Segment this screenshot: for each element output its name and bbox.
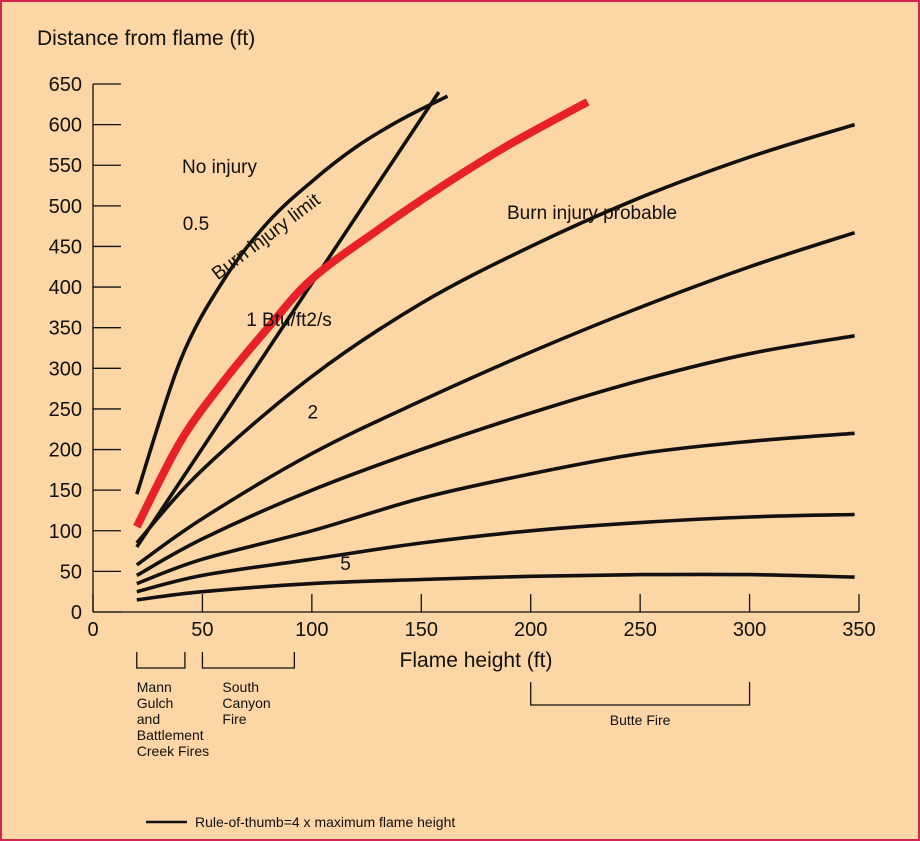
x-axis-title: Flame height (ft) [400, 649, 553, 672]
flux-5-label: 5 [340, 554, 351, 575]
x-tick-label: 250 [623, 619, 656, 641]
y-tick-label: 200 [49, 440, 82, 462]
y-tick-label: 450 [49, 236, 82, 258]
x-tick-label: 350 [842, 619, 875, 641]
burn-injury-limit-label: Burn injury limit [208, 189, 325, 284]
y-tick-label: 600 [49, 115, 82, 137]
y-axis-title: Distance from flame (ft) [37, 27, 255, 50]
y-tick-label: 500 [49, 196, 82, 218]
flux-0.5-label: 0.5 [183, 214, 209, 235]
butte-fire-label: Butte Fire [610, 712, 671, 728]
fire-bracket-label: Gulch [137, 695, 174, 711]
x-tick-label: 150 [405, 619, 438, 641]
fire-bracket-label: Creek Fires [137, 743, 209, 759]
y-tick-label: 400 [49, 277, 82, 299]
burn-injury-probable-label: Burn injury probable [507, 203, 677, 224]
y-tick-label: 300 [49, 358, 82, 380]
fire-bracket [136, 652, 186, 669]
fire-bracket [201, 652, 295, 669]
y-tick-label: 150 [49, 480, 82, 502]
legend-label: Rule-of-thumb=4 x maximum flame height [195, 814, 455, 830]
y-tick-label: 50 [60, 561, 82, 583]
y-tick-label: 250 [49, 399, 82, 421]
fire-bracket-label: Mann [137, 679, 172, 695]
rule-of-thumb-line [135, 91, 441, 548]
x-tick-label: 200 [514, 619, 547, 641]
flux-curve-line [135, 334, 855, 577]
flux-1 Btu/ft2/s-label: 1 Btu/ft2/s [246, 310, 332, 331]
burn-injury-limit-line [133, 98, 590, 529]
flux-2-label: 2 [307, 403, 318, 424]
y-tick-label: 550 [49, 155, 82, 177]
fire-bracket-label: Fire [222, 711, 246, 727]
x-tick-label: 300 [733, 619, 766, 641]
x-tick-label: 50 [191, 619, 213, 641]
fire-bracket-label: South [222, 679, 259, 695]
y-tick-label: 350 [49, 318, 82, 340]
flux-curve-line [136, 572, 855, 602]
flux-curve-line [135, 230, 856, 567]
flux-curve-line [135, 94, 449, 495]
y-tick-label: 650 [49, 74, 82, 96]
y-tick-label: 0 [71, 602, 82, 624]
fire-bracket-label: and [137, 711, 160, 727]
y-tick-label: 100 [49, 521, 82, 543]
fire-bracket-label: Canyon [222, 695, 270, 711]
x-tick-label: 0 [87, 619, 98, 641]
x-tick-label: 100 [295, 619, 328, 641]
fire-bracket [530, 682, 751, 706]
fire-bracket-label: Battlement [137, 727, 204, 743]
flux-curve-line [136, 431, 855, 586]
flux-curve-line [135, 122, 856, 545]
no-injury-label: No injury [182, 157, 257, 178]
flux-curve-line [136, 512, 855, 594]
